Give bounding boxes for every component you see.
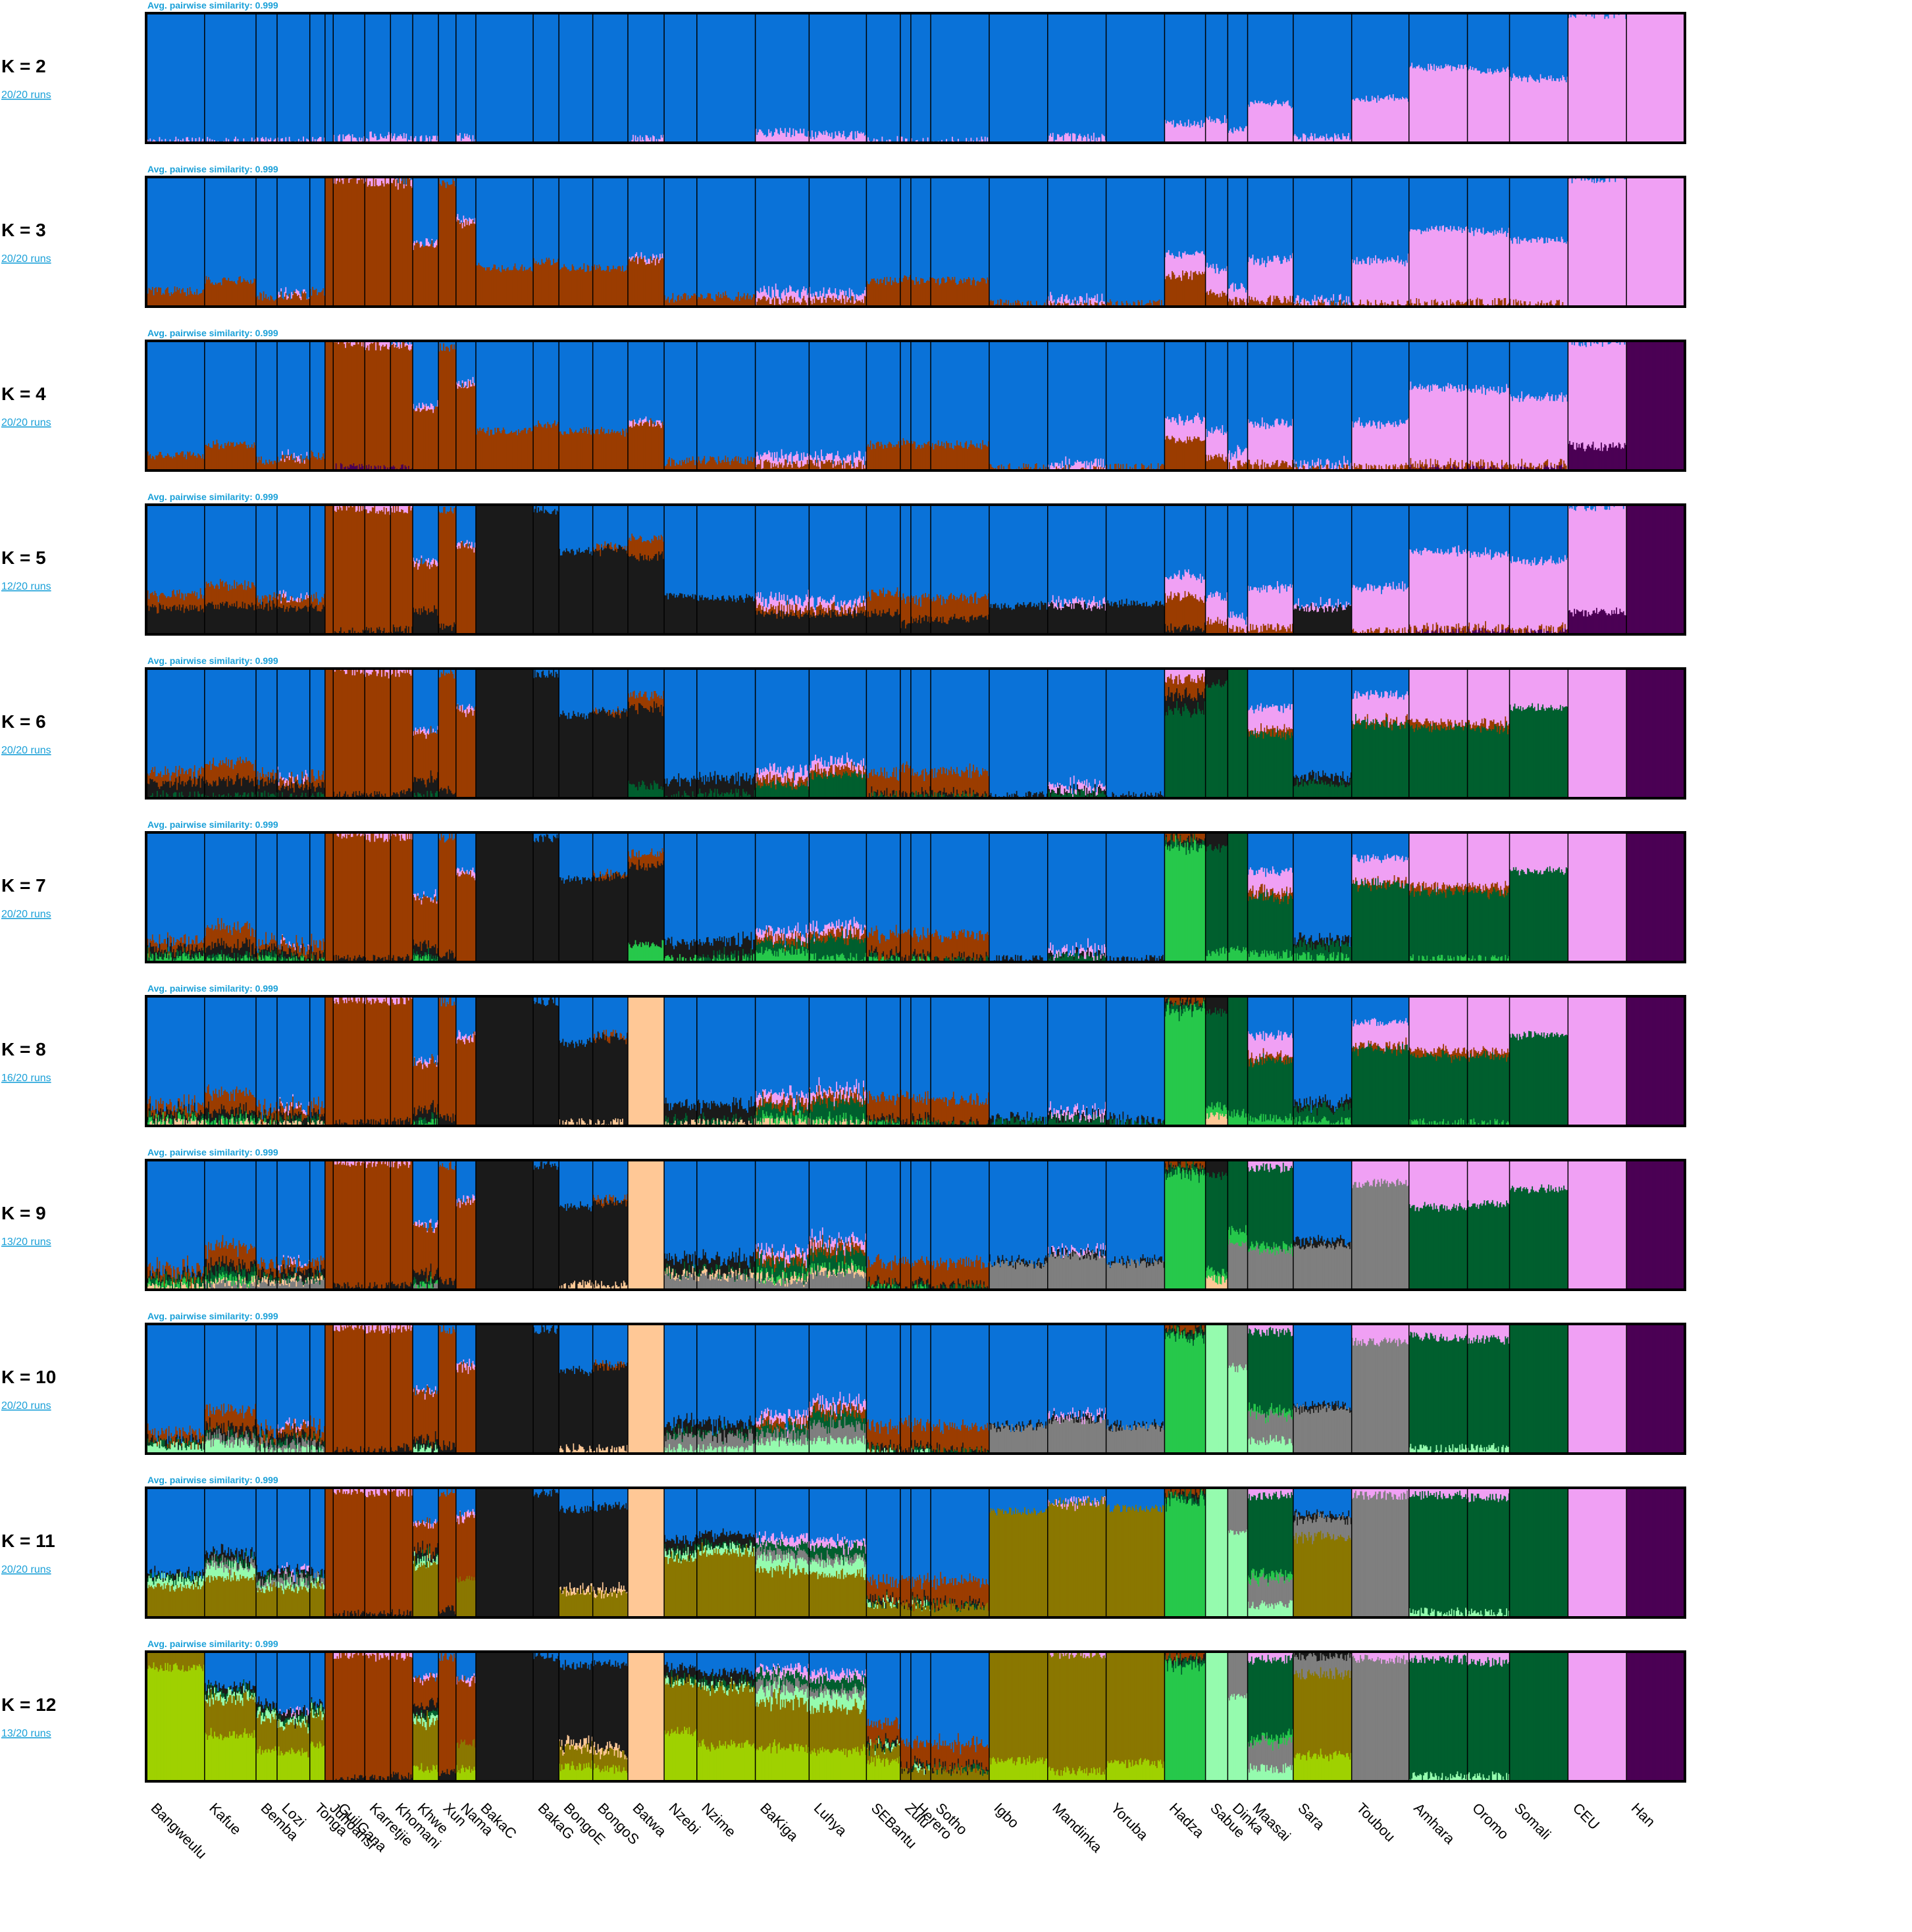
population-block xyxy=(1510,13,1569,143)
population-block xyxy=(1568,13,1627,143)
similarity-label: Avg. pairwise similarity: 0.999 xyxy=(147,0,278,11)
population-block xyxy=(310,177,326,307)
population-block xyxy=(205,177,257,307)
population-block xyxy=(1248,177,1294,307)
population-block xyxy=(756,177,810,307)
population-block xyxy=(277,13,311,143)
population-block xyxy=(1227,13,1248,143)
population-block xyxy=(911,13,931,143)
similarity-label: Avg. pairwise similarity: 0.999 xyxy=(147,164,278,174)
admixture-rows: K = 2 20/20 runs Avg. pairwise similarity:… xyxy=(1,0,1686,1781)
population-block xyxy=(1048,13,1107,143)
population-block xyxy=(256,13,278,143)
population-block xyxy=(989,13,1048,143)
population-block xyxy=(413,13,439,143)
population-block xyxy=(390,177,413,307)
population-block xyxy=(664,177,698,307)
population-block xyxy=(593,177,629,307)
population-block xyxy=(1106,177,1166,307)
population-block xyxy=(1248,13,1294,143)
population-block xyxy=(456,13,477,143)
population-block xyxy=(1227,177,1248,307)
population-block xyxy=(1468,13,1511,143)
population-block xyxy=(931,177,990,307)
population-block xyxy=(205,13,257,143)
population-block xyxy=(809,13,867,143)
population-block xyxy=(1293,13,1353,143)
population-block xyxy=(697,177,756,307)
population-block xyxy=(476,13,534,143)
population-block xyxy=(333,177,365,307)
population-block xyxy=(413,177,439,307)
population-block xyxy=(146,13,205,143)
population-block xyxy=(900,177,912,307)
population-block xyxy=(365,13,391,143)
population-block xyxy=(146,177,205,307)
population-block xyxy=(1206,177,1229,307)
population-block xyxy=(628,13,665,143)
population-block xyxy=(277,177,311,307)
population-block xyxy=(900,13,912,143)
population-block xyxy=(756,13,810,143)
population-block xyxy=(1409,13,1468,143)
population-block xyxy=(325,13,334,143)
population-block xyxy=(1164,13,1206,143)
population-block xyxy=(809,177,867,307)
population-block xyxy=(438,13,456,143)
population-block xyxy=(866,13,900,143)
population-block xyxy=(866,177,900,307)
population-block xyxy=(697,13,756,143)
population-block xyxy=(559,13,593,143)
population-block xyxy=(1626,13,1686,143)
population-block xyxy=(1106,13,1166,143)
population-block xyxy=(931,13,990,143)
population-block xyxy=(476,177,534,307)
admixture-row: K = 3 20/20 runs Avg. pairwise similarity:… xyxy=(1,164,1686,307)
k-label: K = 2 xyxy=(1,56,46,76)
population-block xyxy=(1048,177,1107,307)
runs-link[interactable]: 20/20 runs xyxy=(1,89,51,101)
population-block xyxy=(438,177,456,307)
population-block xyxy=(1352,13,1410,143)
population-block xyxy=(325,177,334,307)
population-block xyxy=(333,13,365,143)
population-block xyxy=(559,177,593,307)
admixture-row: K = 2 20/20 runs Avg. pairwise similarity:… xyxy=(1,0,1686,143)
population-block xyxy=(593,13,629,143)
population-block xyxy=(365,177,391,307)
runs-link[interactable]: 20/20 runs xyxy=(1,253,51,265)
population-block xyxy=(533,13,559,143)
population-block xyxy=(664,13,698,143)
population-block xyxy=(1206,13,1229,143)
population-block xyxy=(310,13,326,143)
population-block xyxy=(628,177,665,307)
population-block xyxy=(456,177,477,307)
population-block xyxy=(989,177,1048,307)
population-block xyxy=(1164,177,1206,307)
population-block xyxy=(390,13,413,143)
k-label: K = 3 xyxy=(1,220,46,240)
population-block xyxy=(911,177,931,307)
population-block xyxy=(533,177,559,307)
population-block xyxy=(256,177,278,307)
